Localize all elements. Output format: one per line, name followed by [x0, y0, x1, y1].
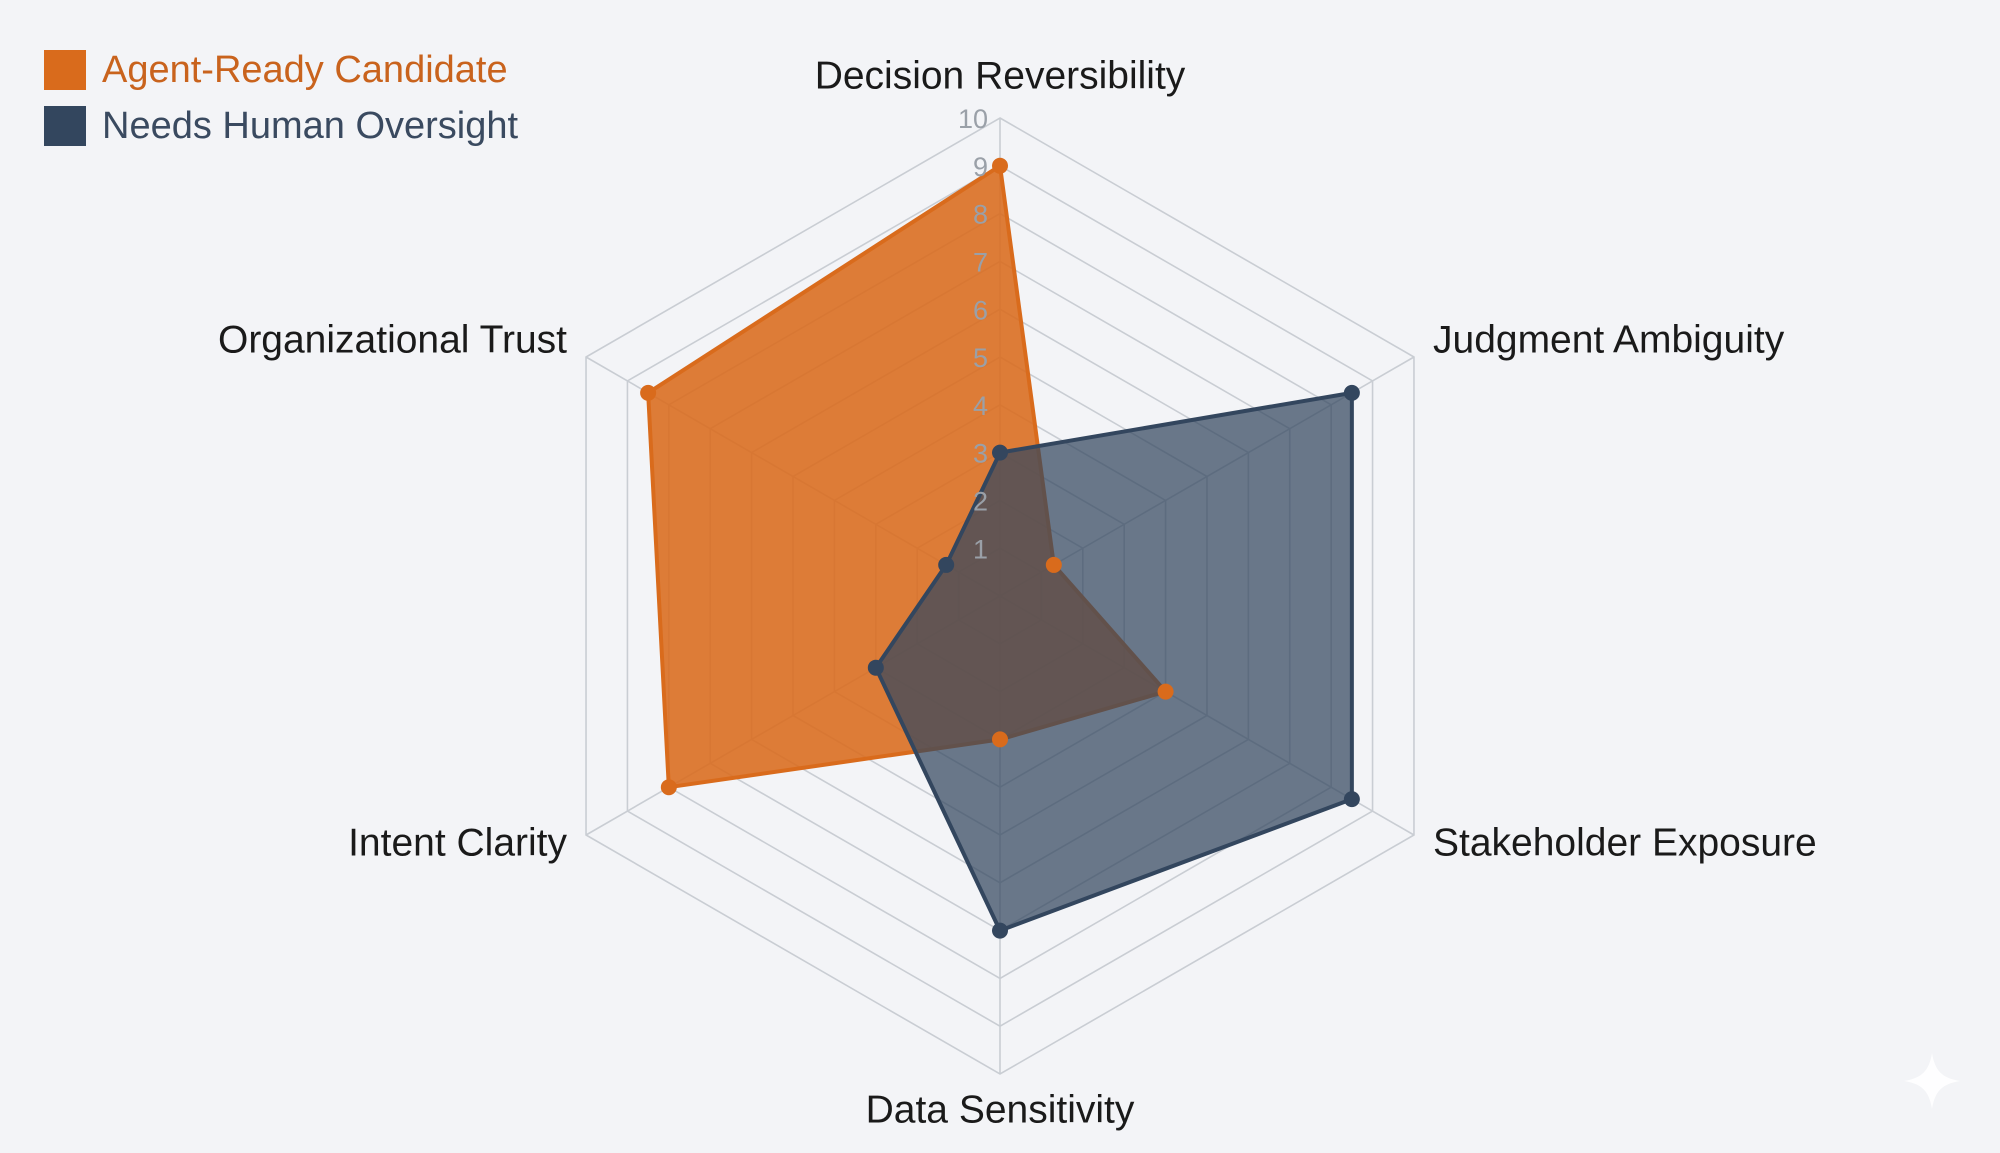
- legend-label-needs-oversight: Needs Human Oversight: [102, 104, 519, 147]
- radar-points-layer: [640, 157, 1360, 939]
- series-1-point-2[interactable]: [1343, 791, 1360, 808]
- axis-label-2: Stakeholder Exposure: [1433, 821, 1817, 864]
- tick-label-4: 4: [973, 391, 988, 421]
- series-0-point-0[interactable]: [992, 157, 1008, 174]
- radar-tick-labels: 1 2 3 4 5 6 7 8 9 10: [958, 104, 988, 564]
- legend: Agent-Ready Candidate Needs Human Oversi…: [44, 42, 518, 154]
- tick-label-9: 9: [973, 152, 988, 182]
- legend-item-needs-oversight[interactable]: Needs Human Oversight: [44, 98, 518, 154]
- series-1-point-3[interactable]: [992, 922, 1008, 939]
- series-1-point-4[interactable]: [867, 659, 884, 676]
- axis-label-1: Judgment Ambiguity: [1433, 318, 1785, 361]
- sparkle-icon: [1904, 1053, 1960, 1109]
- tick-label-2: 2: [973, 487, 988, 517]
- series-1-point-1[interactable]: [1343, 384, 1360, 401]
- series-0-point-3[interactable]: [992, 731, 1008, 748]
- legend-swatch-needs-oversight: [44, 106, 86, 146]
- tick-label-3: 3: [973, 439, 988, 469]
- tick-label-10: 10: [958, 104, 988, 134]
- legend-swatch-agent-ready: [44, 50, 86, 90]
- legend-item-agent-ready[interactable]: Agent-Ready Candidate: [44, 42, 518, 98]
- axis-label-5: Organizational Trust: [218, 318, 567, 361]
- tick-label-8: 8: [973, 200, 988, 230]
- axis-label-0: Decision Reversibility: [815, 54, 1186, 97]
- axis-label-4: Intent Clarity: [348, 821, 567, 864]
- radar-axis-labels: Decision Reversibility Judgment Ambiguity…: [218, 54, 1817, 1131]
- series-0-point-2[interactable]: [1157, 683, 1174, 700]
- axis-label-3: Data Sensitivity: [866, 1088, 1135, 1131]
- legend-label-agent-ready: Agent-Ready Candidate: [102, 48, 508, 91]
- series-0-point-4[interactable]: [660, 779, 677, 796]
- series-1-point-5[interactable]: [938, 556, 955, 573]
- radar-series-layer: [646, 163, 1354, 933]
- tick-label-5: 5: [973, 343, 988, 373]
- series-1-point-0[interactable]: [992, 444, 1008, 461]
- tick-label-7: 7: [973, 248, 988, 278]
- tick-label-1: 1: [973, 534, 988, 564]
- series-0-point-1[interactable]: [1045, 556, 1062, 573]
- tick-label-6: 6: [973, 295, 988, 325]
- series-0-point-5[interactable]: [640, 384, 657, 401]
